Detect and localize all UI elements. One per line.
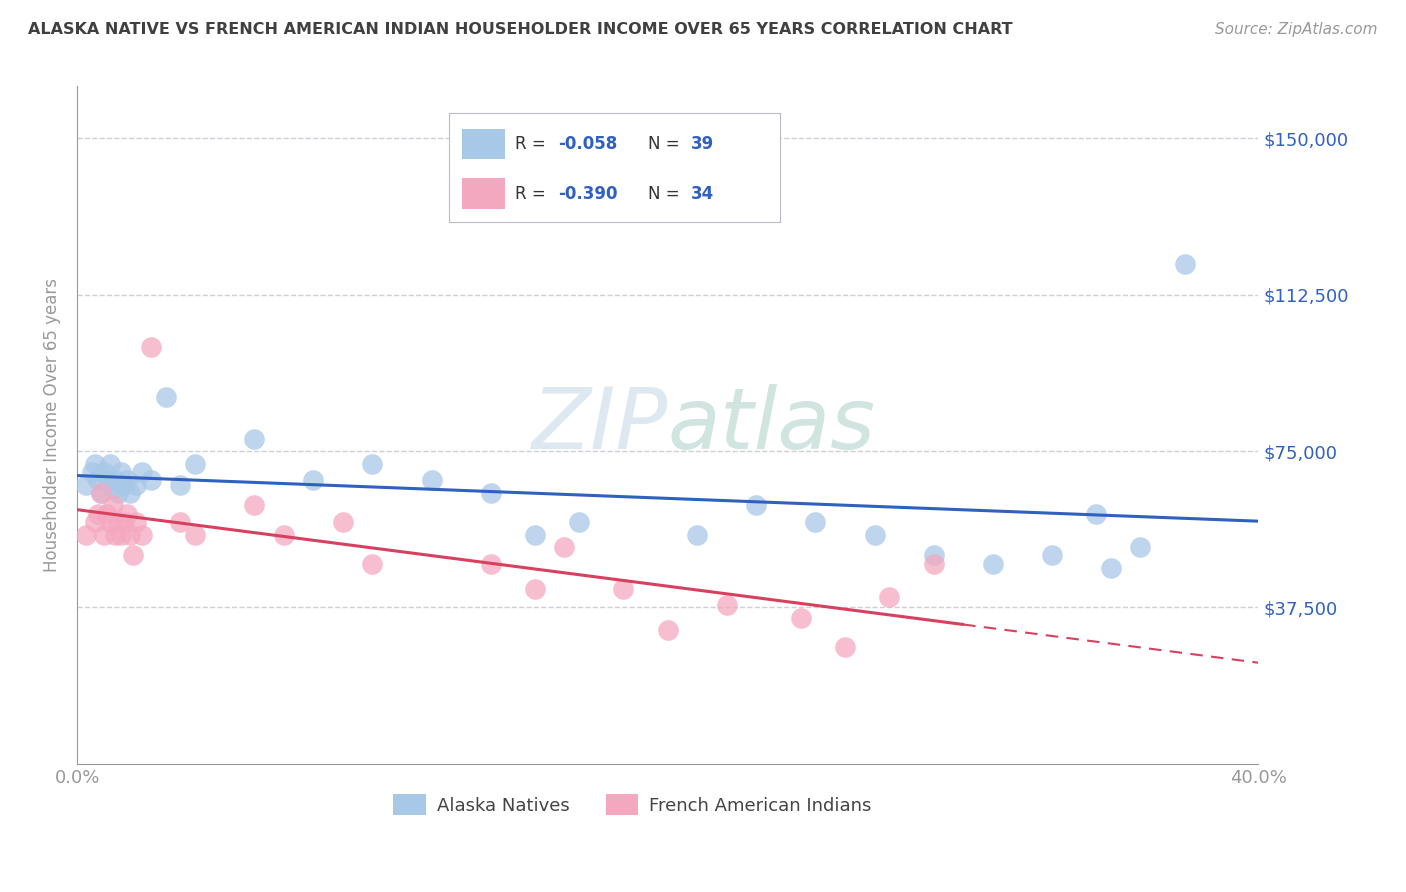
Point xyxy=(155,390,177,404)
Point xyxy=(243,432,266,446)
Point xyxy=(169,477,191,491)
Point xyxy=(789,611,811,625)
Point xyxy=(863,527,886,541)
Point xyxy=(80,465,103,479)
Point xyxy=(922,557,945,571)
Point xyxy=(612,582,634,596)
Y-axis label: Householder Income Over 65 years: Householder Income Over 65 years xyxy=(44,278,60,572)
Point xyxy=(104,527,127,541)
Point xyxy=(83,457,105,471)
Point xyxy=(139,473,162,487)
Point xyxy=(1174,256,1197,270)
Point xyxy=(479,557,502,571)
Point xyxy=(112,477,135,491)
Point xyxy=(87,473,110,487)
Point xyxy=(1099,561,1122,575)
Point xyxy=(75,477,97,491)
Point xyxy=(361,457,384,471)
Point xyxy=(302,473,325,487)
Point xyxy=(243,499,266,513)
Point xyxy=(361,557,384,571)
Point xyxy=(83,515,105,529)
Point xyxy=(273,527,295,541)
Point xyxy=(120,527,142,541)
Point xyxy=(131,527,153,541)
Point xyxy=(98,457,121,471)
Point xyxy=(101,499,124,513)
Point xyxy=(1040,549,1063,563)
Point xyxy=(745,499,768,513)
Text: Source: ZipAtlas.com: Source: ZipAtlas.com xyxy=(1215,22,1378,37)
Point xyxy=(110,465,132,479)
Point xyxy=(75,527,97,541)
Point xyxy=(98,515,121,529)
Point xyxy=(922,549,945,563)
Text: ZIP: ZIP xyxy=(531,384,668,467)
Point xyxy=(110,527,132,541)
Point xyxy=(120,486,142,500)
Point xyxy=(117,507,139,521)
Point xyxy=(834,640,856,654)
Point xyxy=(523,527,546,541)
Point xyxy=(568,515,591,529)
Point xyxy=(117,473,139,487)
Point xyxy=(122,549,145,563)
Point xyxy=(657,624,679,638)
Point xyxy=(139,340,162,354)
Point xyxy=(131,465,153,479)
Point xyxy=(125,515,148,529)
Point xyxy=(716,599,738,613)
Point xyxy=(686,527,709,541)
Point xyxy=(93,527,115,541)
Point xyxy=(87,507,110,521)
Point xyxy=(1085,507,1108,521)
Text: ALASKA NATIVE VS FRENCH AMERICAN INDIAN HOUSEHOLDER INCOME OVER 65 YEARS CORRELA: ALASKA NATIVE VS FRENCH AMERICAN INDIAN … xyxy=(28,22,1012,37)
Point xyxy=(184,527,207,541)
Point xyxy=(101,482,124,496)
Point xyxy=(104,473,127,487)
Point xyxy=(90,486,112,500)
Point xyxy=(332,515,354,529)
Point xyxy=(96,507,118,521)
Point xyxy=(112,515,135,529)
Point xyxy=(804,515,827,529)
Point xyxy=(877,590,900,604)
Point xyxy=(479,486,502,500)
Point xyxy=(1129,540,1152,554)
Text: atlas: atlas xyxy=(668,384,876,467)
Point xyxy=(107,486,129,500)
Point xyxy=(420,473,443,487)
Point xyxy=(93,465,115,479)
Point xyxy=(523,582,546,596)
Point xyxy=(96,473,118,487)
Point xyxy=(981,557,1004,571)
Legend: Alaska Natives, French American Indians: Alaska Natives, French American Indians xyxy=(387,788,879,822)
Point xyxy=(90,486,112,500)
Point xyxy=(184,457,207,471)
Point xyxy=(169,515,191,529)
Point xyxy=(553,540,575,554)
Point xyxy=(125,477,148,491)
Point xyxy=(107,515,129,529)
